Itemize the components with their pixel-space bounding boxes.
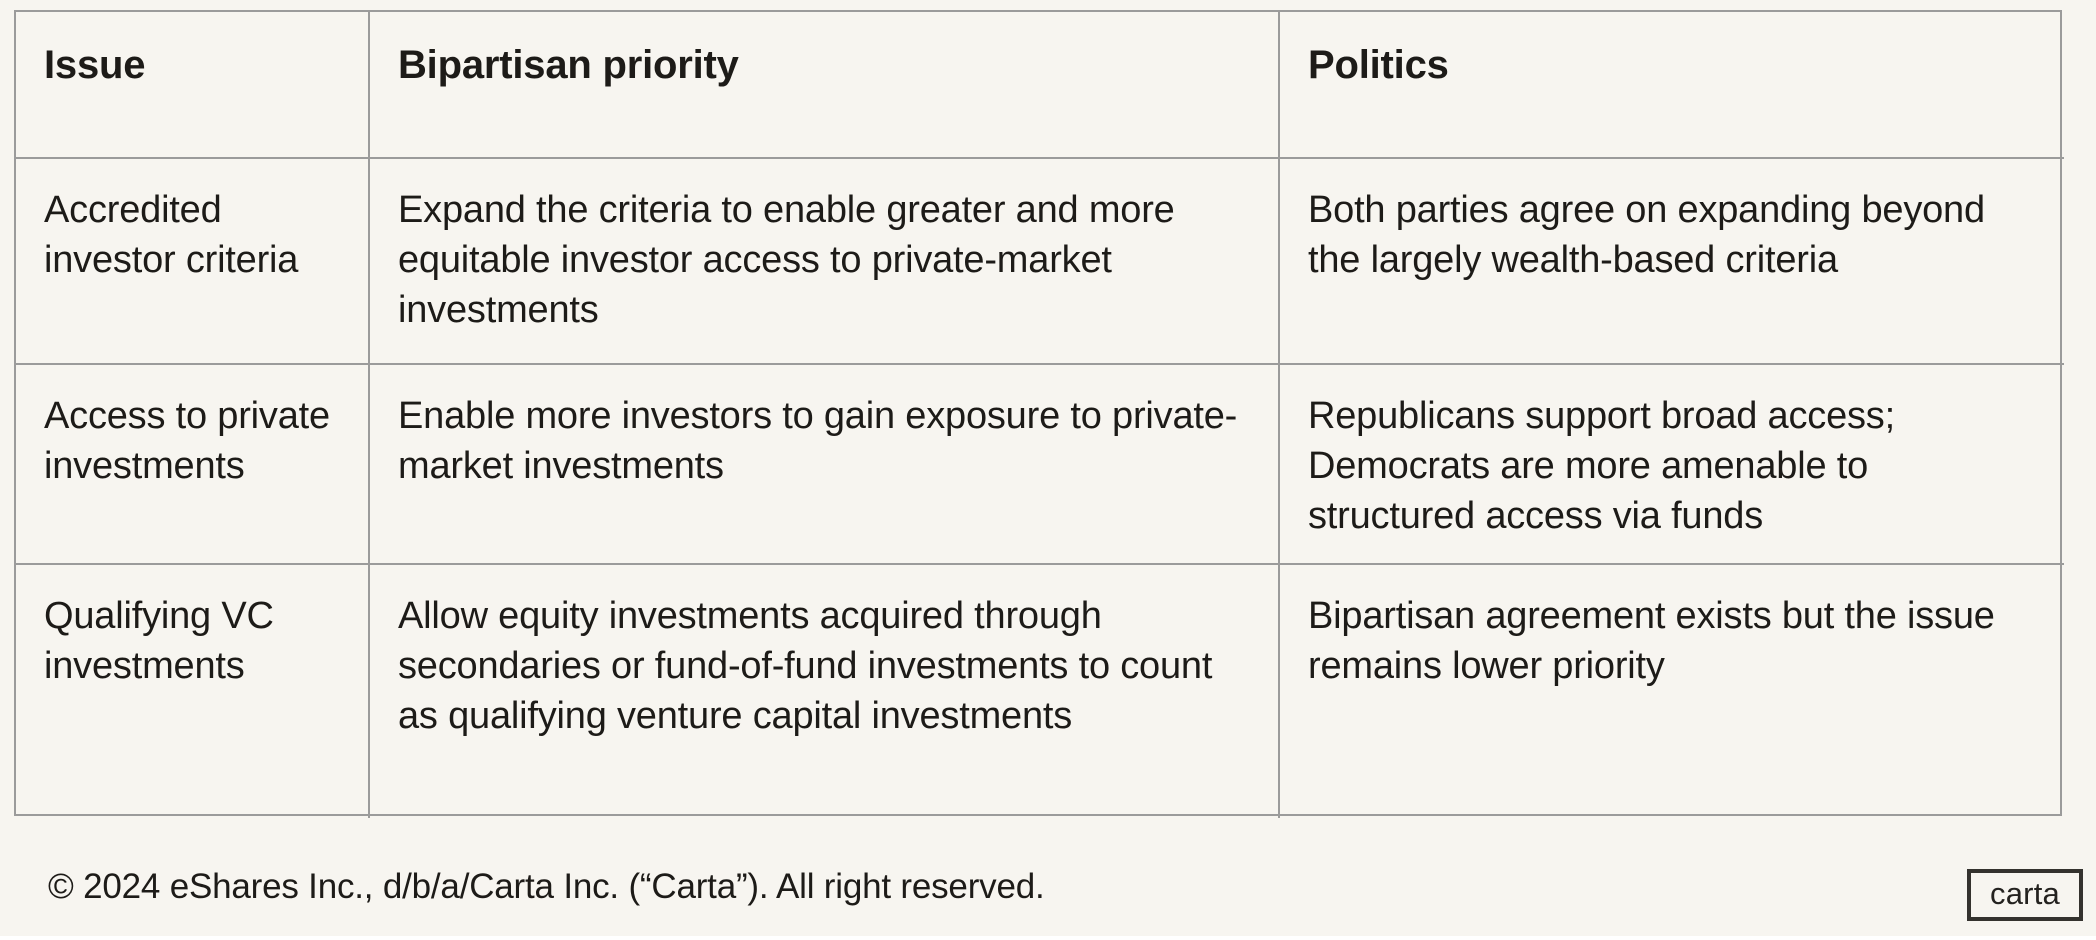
cell-priority-row1: Expand the criteria to enable greater an… — [370, 159, 1280, 365]
cell-issue-row1: Accredited investor criteria — [16, 159, 370, 365]
cell-issue-row2: Access to private investments — [16, 365, 370, 565]
issues-table: Issue Bipartisan priority Politics Accre… — [14, 10, 2064, 818]
cell-priority-row2: Enable more investors to gain exposure t… — [370, 365, 1280, 565]
copyright-text: © 2024 eShares Inc., d/b/a/Carta Inc. (“… — [48, 867, 1045, 906]
column-header-politics: Politics — [1280, 12, 2064, 159]
carta-logo-text: carta — [1990, 876, 2060, 911]
cell-politics-row1: Both parties agree on expanding beyond t… — [1280, 159, 2064, 365]
cell-issue-row3: Qualifying VC investments — [16, 565, 370, 818]
carta-logo: carta — [1967, 869, 2083, 921]
column-header-bipartisan-priority: Bipartisan priority — [370, 12, 1280, 159]
cell-politics-row3: Bipartisan agreement exists but the issu… — [1308, 595, 1995, 687]
cell-politics-row2: Republicans support broad access; Democr… — [1280, 365, 2064, 565]
cell-priority-row3: Allow equity investments acquired throug… — [370, 565, 1280, 818]
column-header-issue: Issue — [16, 12, 370, 159]
